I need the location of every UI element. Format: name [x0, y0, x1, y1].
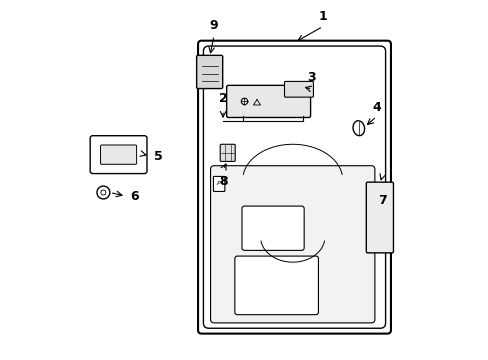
FancyBboxPatch shape — [203, 46, 385, 328]
Text: 8: 8 — [218, 175, 227, 188]
Text: 3: 3 — [306, 71, 315, 84]
FancyBboxPatch shape — [366, 182, 393, 253]
Circle shape — [101, 190, 106, 195]
FancyBboxPatch shape — [234, 256, 318, 315]
Ellipse shape — [352, 121, 364, 136]
FancyBboxPatch shape — [90, 136, 147, 174]
FancyBboxPatch shape — [242, 206, 304, 250]
FancyBboxPatch shape — [226, 85, 310, 117]
FancyBboxPatch shape — [213, 176, 224, 192]
FancyBboxPatch shape — [198, 41, 390, 334]
FancyBboxPatch shape — [284, 81, 313, 97]
Text: 6: 6 — [130, 190, 139, 203]
Circle shape — [97, 186, 110, 199]
Text: P: P — [217, 181, 221, 186]
Text: 1: 1 — [318, 10, 327, 23]
Text: 9: 9 — [209, 19, 218, 32]
Text: 2: 2 — [218, 92, 227, 105]
FancyBboxPatch shape — [196, 55, 222, 89]
FancyBboxPatch shape — [220, 144, 235, 161]
Text: 4: 4 — [371, 101, 380, 114]
FancyBboxPatch shape — [101, 145, 136, 164]
FancyBboxPatch shape — [210, 166, 374, 323]
Text: 5: 5 — [154, 149, 163, 163]
Text: 7: 7 — [377, 194, 386, 207]
